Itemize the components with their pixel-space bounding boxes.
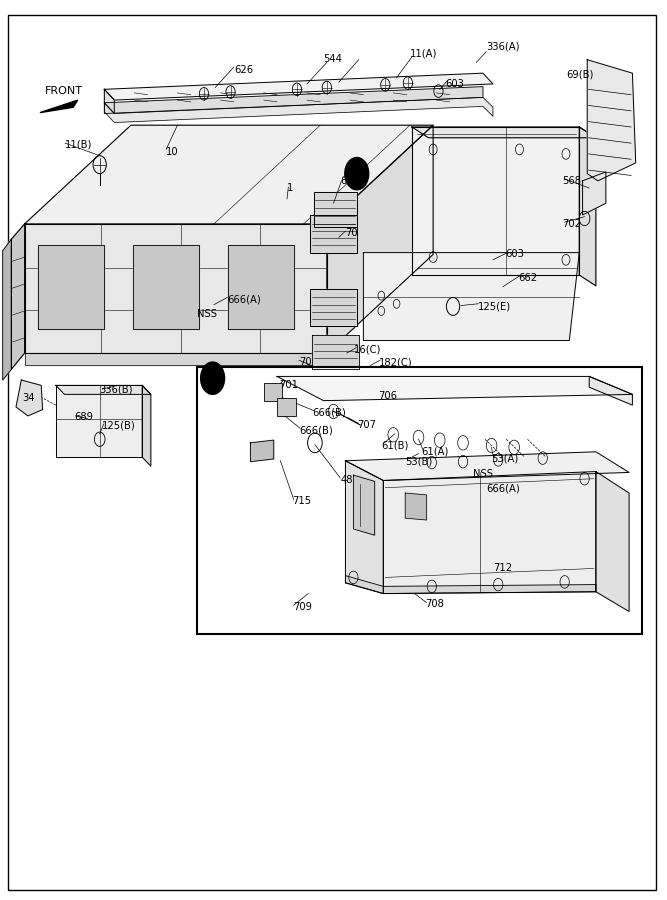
Text: A: A — [208, 374, 217, 383]
Text: 702: 702 — [563, 219, 582, 229]
Polygon shape — [346, 452, 629, 481]
Text: 182(C): 182(C) — [379, 357, 412, 367]
Text: 709: 709 — [293, 602, 313, 612]
Bar — [197, 366, 642, 634]
Text: 666(B): 666(B) — [299, 426, 333, 436]
Polygon shape — [312, 335, 359, 369]
Polygon shape — [587, 59, 636, 181]
Polygon shape — [412, 127, 579, 275]
Polygon shape — [579, 127, 596, 286]
Polygon shape — [133, 246, 199, 328]
Polygon shape — [16, 380, 43, 416]
Polygon shape — [582, 172, 606, 215]
Polygon shape — [11, 224, 25, 369]
Bar — [263, 382, 282, 400]
Text: 603: 603 — [505, 249, 524, 259]
Polygon shape — [38, 246, 104, 328]
Polygon shape — [104, 97, 493, 122]
Polygon shape — [310, 215, 357, 253]
Text: 666(B): 666(B) — [312, 408, 346, 418]
Polygon shape — [228, 246, 294, 328]
Text: 1: 1 — [287, 183, 293, 193]
Polygon shape — [354, 475, 375, 536]
Text: 48: 48 — [340, 474, 353, 484]
Text: 61(B): 61(B) — [382, 440, 409, 451]
Text: 712: 712 — [493, 563, 512, 573]
Text: 69(A): 69(A) — [340, 176, 368, 185]
Text: NSS: NSS — [473, 469, 493, 479]
Polygon shape — [25, 353, 327, 364]
Text: FRONT: FRONT — [45, 86, 83, 96]
Text: 125(E): 125(E) — [478, 302, 512, 311]
Text: 53(A): 53(A) — [492, 454, 519, 464]
Polygon shape — [104, 86, 483, 113]
Text: 707: 707 — [357, 420, 376, 430]
Polygon shape — [56, 385, 151, 394]
Polygon shape — [589, 376, 632, 405]
Text: 544: 544 — [323, 54, 342, 64]
Circle shape — [345, 158, 369, 190]
Text: 34: 34 — [23, 393, 35, 403]
Polygon shape — [384, 472, 596, 594]
Polygon shape — [346, 461, 384, 594]
Text: NSS: NSS — [197, 309, 217, 319]
Polygon shape — [25, 125, 433, 224]
Text: 666(A): 666(A) — [227, 294, 261, 304]
Polygon shape — [310, 289, 357, 326]
Text: 626: 626 — [234, 66, 253, 76]
Bar — [277, 398, 295, 416]
Text: 69(B): 69(B) — [566, 70, 594, 80]
Text: 61(A): 61(A) — [421, 446, 448, 457]
Polygon shape — [596, 472, 629, 611]
Text: 715: 715 — [292, 496, 311, 506]
Polygon shape — [313, 192, 357, 228]
Text: A: A — [352, 168, 361, 179]
Text: 53(B): 53(B) — [406, 456, 432, 467]
Text: 336(B): 336(B) — [99, 385, 133, 395]
Polygon shape — [3, 239, 11, 380]
Circle shape — [201, 362, 225, 394]
Polygon shape — [142, 385, 151, 466]
Text: 11(B): 11(B) — [65, 140, 92, 150]
Text: 662: 662 — [518, 273, 538, 283]
Polygon shape — [346, 576, 596, 594]
Text: 708: 708 — [425, 599, 444, 609]
Text: 16(C): 16(C) — [354, 345, 381, 355]
Polygon shape — [56, 385, 142, 457]
Polygon shape — [25, 224, 327, 353]
Text: 666(A): 666(A) — [486, 483, 520, 493]
Text: 701: 701 — [279, 381, 298, 391]
Text: 70: 70 — [299, 357, 311, 367]
Polygon shape — [364, 253, 579, 340]
Polygon shape — [327, 125, 433, 353]
Text: 10: 10 — [166, 147, 179, 158]
Text: 568: 568 — [563, 176, 582, 185]
Text: 706: 706 — [379, 392, 398, 401]
Text: 336(A): 336(A) — [486, 41, 520, 51]
Polygon shape — [104, 89, 114, 113]
Polygon shape — [40, 100, 78, 112]
Polygon shape — [104, 73, 493, 100]
Text: 603: 603 — [445, 79, 464, 89]
Polygon shape — [412, 127, 596, 138]
Text: 125(B): 125(B) — [102, 421, 136, 431]
Polygon shape — [277, 376, 632, 400]
Text: 70: 70 — [346, 228, 358, 238]
Polygon shape — [251, 440, 273, 462]
Text: 689: 689 — [75, 412, 93, 422]
Text: 11(A): 11(A) — [410, 49, 438, 58]
Polygon shape — [406, 493, 426, 520]
